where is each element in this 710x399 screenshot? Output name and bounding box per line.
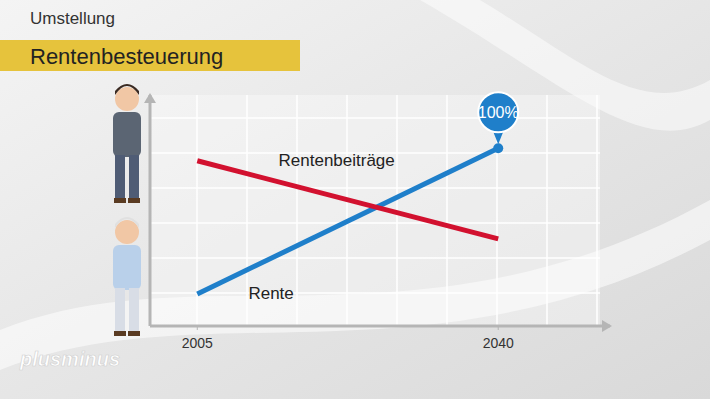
grid-line xyxy=(150,187,600,189)
person-icon xyxy=(113,217,141,336)
torso xyxy=(113,112,141,157)
supertitle: Umstellung xyxy=(30,9,115,28)
grid-line xyxy=(150,222,600,224)
hair xyxy=(115,217,139,228)
background xyxy=(0,0,710,399)
head xyxy=(115,220,139,244)
shoe xyxy=(114,198,126,203)
annotation-dot xyxy=(493,143,503,153)
shoe xyxy=(128,331,140,336)
grid-line xyxy=(150,117,600,119)
axis-arrow xyxy=(602,320,612,332)
series-line xyxy=(197,148,498,294)
shoe xyxy=(128,198,140,203)
annotation-text: 100% xyxy=(478,104,519,121)
x-tick-label: 2005 xyxy=(182,335,213,351)
x-tick xyxy=(498,326,499,330)
person-icon xyxy=(113,84,141,203)
lines xyxy=(197,148,498,294)
series-line xyxy=(197,161,498,239)
torso xyxy=(113,245,141,290)
y-axis xyxy=(149,95,152,326)
grid-line xyxy=(150,292,600,294)
leg xyxy=(129,288,139,333)
grid-line xyxy=(346,95,348,326)
annotation-bubble xyxy=(478,92,518,132)
grid-line xyxy=(150,257,600,259)
grid-line xyxy=(546,95,548,326)
series-label: Rentenbeiträge xyxy=(279,151,395,170)
hair xyxy=(115,84,139,95)
leg xyxy=(129,155,139,200)
logo: plusminus xyxy=(19,348,120,370)
grid-line xyxy=(296,95,298,326)
title-bar xyxy=(0,40,300,71)
leg xyxy=(115,155,125,200)
plot-background xyxy=(150,95,600,326)
title: Rentenbesteuerung xyxy=(30,44,223,69)
axis-arrow xyxy=(144,93,156,103)
x-axis xyxy=(150,325,610,328)
leg xyxy=(115,288,125,333)
series-label: Rente xyxy=(248,284,293,303)
shoe xyxy=(114,331,126,336)
grid-line xyxy=(446,95,448,326)
chart: Umstellung Rentenbesteuerung 2005 2040 Rente… xyxy=(0,0,710,399)
head xyxy=(115,87,139,111)
grid-line xyxy=(596,95,598,326)
x-tick xyxy=(197,326,198,330)
x-tick-label: 2040 xyxy=(483,335,514,351)
